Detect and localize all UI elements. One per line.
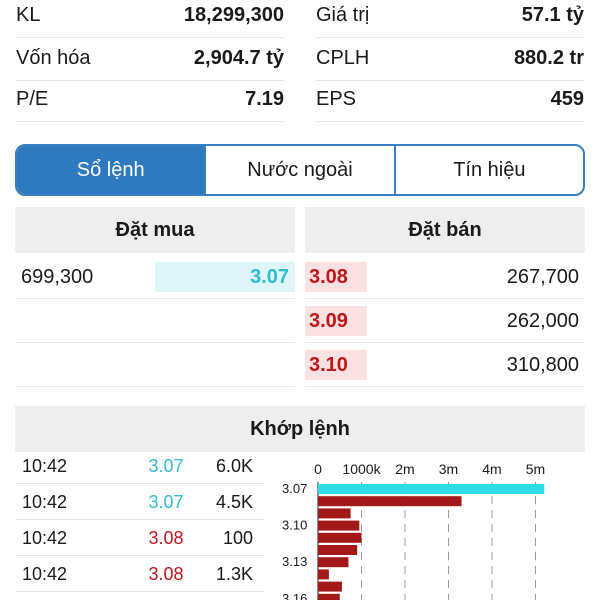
stat-label-value: Giá trị (316, 4, 370, 26)
buy-order-volume: 699,300 (21, 265, 94, 288)
trade-row: 10:42 3.08 100 (15, 520, 265, 556)
chart-bar (318, 532, 362, 543)
chart-bar (318, 581, 342, 592)
stat-label-eps: EPS (316, 88, 357, 110)
chart-bar (318, 569, 329, 580)
sell-order-row: 3.09 262,000 (305, 299, 585, 343)
trade-price: 3.07 (148, 491, 184, 512)
stat-label-volume: KL (16, 4, 41, 26)
trade-time: 10:42 (22, 563, 68, 584)
matched-orders-header: Khớp lệnh (15, 406, 585, 452)
stat-row-volume: KL 18,299,300 (16, 0, 284, 38)
sell-orders-header: Đặt bán (305, 207, 585, 253)
trade-row: 10:42 3.07 4.5K (15, 484, 265, 520)
trade-volume: 4.5K (215, 491, 253, 512)
sell-order-volume: 262,000 (506, 309, 579, 332)
chart-x-tick-label: 1000k (342, 461, 381, 477)
volume-by-price-svg: 0 1000k 2m 3m 4m 5m 3.07 3.10 3.13 3.16 (282, 461, 545, 600)
chart-x-tick-label: 2m (395, 461, 414, 477)
stat-label-pe: P/E (16, 88, 49, 110)
stat-row-shares-outstanding: CPLH 880.2 tr (316, 37, 584, 81)
trade-time: 10:42 (22, 527, 68, 548)
stock-stats-panel: KL 18,299,300 Giá trị 57.1 tỷ Vốn hóa 2,… (0, 0, 600, 126)
tab-order-book[interactable]: Sổ lệnh (17, 146, 207, 194)
buy-order-row: 699,300 3.07 (15, 255, 295, 299)
chart-x-tick-label: 5m (526, 461, 545, 477)
volume-by-price-chart: 0 1000k 2m 3m 4m 5m 3.07 3.10 3.13 3.16 (270, 452, 585, 600)
sell-order-price: 3.08 (305, 262, 367, 292)
stat-row-pe: P/E 7.19 (16, 78, 284, 122)
chart-bar (318, 545, 358, 555)
chart-y-tick-label: 3.16 (282, 591, 307, 600)
chart-x-tick-label: 0 (314, 461, 322, 477)
stat-value-shares-outstanding: 880.2 tr (513, 47, 584, 69)
trade-row: 10:42 3.08 1.3K (15, 556, 265, 592)
sell-order-row: 3.08 267,700 (305, 255, 585, 299)
chart-bar (318, 484, 545, 494)
sell-order-row: 3.10 310,800 (305, 343, 585, 387)
chart-y-tick-label: 3.13 (282, 554, 307, 569)
tab-foreign[interactable]: Nước ngoài (206, 146, 396, 194)
buy-order-price: 3.07 (155, 262, 295, 292)
trade-volume: 6.0K (215, 455, 253, 476)
chart-bar (318, 520, 360, 531)
trade-time: 10:42 (22, 491, 68, 512)
chart-bar (318, 508, 351, 519)
trade-price: 3.08 (148, 527, 184, 548)
stat-label-shares-outstanding: CPLH (316, 47, 370, 69)
buy-order-row-empty (15, 343, 295, 387)
trade-price: 3.07 (148, 455, 184, 476)
chart-bar (318, 557, 349, 568)
stat-label-market-cap: Vốn hóa (16, 47, 91, 69)
buy-orders-header: Đặt mua (15, 207, 295, 253)
chart-x-tick-label: 3m (439, 461, 458, 477)
stat-value-value: 57.1 tỷ (521, 4, 584, 26)
trade-price: 3.08 (148, 563, 184, 584)
trade-volume: 1.3K (215, 563, 253, 584)
trade-time: 10:42 (22, 455, 68, 476)
trade-row: 10:42 3.07 6.0K (15, 448, 265, 484)
stat-value-volume: 18,299,300 (183, 4, 284, 26)
sell-order-price: 3.09 (305, 306, 367, 336)
sell-order-volume: 267,700 (506, 265, 579, 288)
chart-y-tick-label: 3.10 (282, 518, 307, 533)
trade-volume: 100 (222, 527, 253, 548)
stat-row-eps: EPS 459 (316, 78, 584, 122)
stat-value-pe: 7.19 (245, 88, 284, 110)
stat-value-eps: 459 (550, 88, 584, 110)
sell-order-price: 3.10 (305, 350, 367, 380)
stat-value-market-cap: 2,904.7 tỷ (193, 47, 284, 69)
chart-x-tick-label: 4m (482, 461, 501, 477)
stat-row-value: Giá trị 57.1 tỷ (316, 0, 584, 38)
sell-order-volume: 310,800 (506, 353, 579, 376)
chart-bar (318, 496, 462, 507)
chart-bar (318, 593, 340, 600)
chart-y-tick-label: 3.07 (282, 481, 307, 496)
tab-bar: Sổ lệnh Nước ngoài Tín hiệu (15, 144, 585, 196)
buy-order-row-empty (15, 299, 295, 343)
tab-signals[interactable]: Tín hiệu (453, 158, 526, 181)
stat-row-market-cap: Vốn hóa 2,904.7 tỷ (16, 37, 284, 81)
